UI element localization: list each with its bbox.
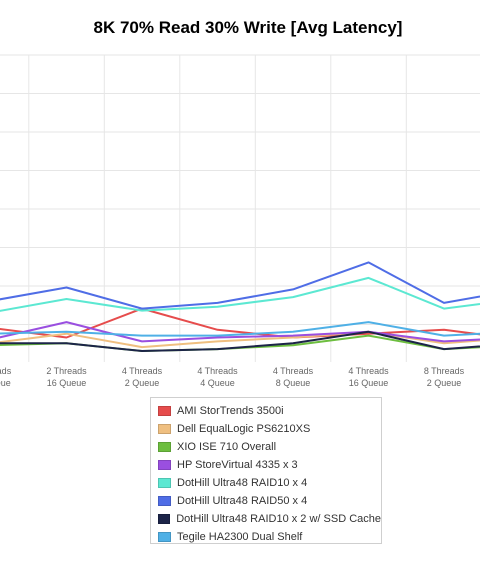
legend-swatch — [158, 496, 171, 506]
legend-swatch — [158, 424, 171, 434]
series-line — [0, 276, 480, 312]
legend-item[interactable]: Tegile HA2300 Dual Shelf — [158, 528, 381, 546]
legend-label: XIO ISE 710 Overall — [177, 441, 277, 453]
series-line — [0, 261, 480, 310]
legend-item[interactable]: HP StoreVirtual 4335 x 3 — [158, 456, 381, 474]
legend-label: DotHill Ultra48 RAID10 x 2 w/ SSD Cache — [176, 513, 381, 525]
legend-item[interactable]: AMI StorTrends 3500i — [158, 402, 381, 420]
x-tick-label: 2 Queue — [125, 378, 160, 388]
series-line — [0, 321, 480, 337]
series-lines — [0, 261, 480, 352]
x-tick-label: 4 Threads — [122, 366, 163, 376]
chart-title: 8K 70% Read 30% Write [Avg Latency] — [93, 18, 403, 37]
series-line — [0, 330, 480, 349]
legend-label: AMI StorTrends 3500i — [177, 405, 284, 417]
x-tick-label: 16 Queue — [47, 378, 87, 388]
legend-item[interactable]: DotHill Ultra48 RAID10 x 2 w/ SSD Cache — [158, 510, 381, 528]
legend-label: DotHill Ultra48 RAID50 x 4 — [177, 495, 308, 507]
x-tick-label: 8 Queue — [276, 378, 311, 388]
legend-label: Tegile HA2300 Dual Shelf — [177, 531, 303, 543]
legend: AMI StorTrends 3500i Dell EqualLogic PS62… — [150, 397, 382, 544]
legend-swatch — [158, 532, 171, 542]
line-chart: 1 Threads 16 Queue 2 Threads 16 Queue 4 Thre… — [0, 54, 480, 388]
legend-label: Dell EqualLogic PS6210XS — [177, 423, 311, 435]
x-tick-label: 16 Queue — [349, 378, 389, 388]
legend-label: DotHill Ultra48 RAID10 x 4 — [177, 477, 308, 489]
series-line — [0, 307, 480, 339]
x-tick-label: 4 Threads — [197, 366, 238, 376]
x-tick-label: 2 Threads — [46, 366, 87, 376]
x-tick-label: 8 Threads — [424, 366, 465, 376]
legend-item[interactable]: DotHill Ultra48 RAID50 x 4 — [158, 492, 381, 510]
x-tick-label: 1 Threads — [0, 366, 12, 376]
x-tick-label: 4 Queue — [200, 378, 235, 388]
series-line — [0, 330, 480, 352]
legend-item[interactable]: Dell EqualLogic PS6210XS — [158, 420, 381, 438]
legend-label: HP StoreVirtual 4335 x 3 — [177, 459, 298, 471]
legend-swatch — [158, 514, 171, 524]
x-axis-ticks: 1 Threads 16 Queue 2 Threads 16 Queue 4 Thre… — [0, 366, 465, 388]
legend-item[interactable]: DotHill Ultra48 RAID10 x 4 — [158, 474, 381, 492]
legend-swatch — [158, 478, 171, 488]
legend-swatch — [158, 406, 171, 416]
legend-swatch — [158, 460, 171, 470]
x-tick-label: 4 Threads — [273, 366, 314, 376]
x-tick-label: 4 Threads — [348, 366, 389, 376]
legend-swatch — [158, 442, 171, 452]
x-tick-label: 2 Queue — [427, 378, 462, 388]
legend-item[interactable]: XIO ISE 710 Overall — [158, 438, 381, 456]
grid — [0, 54, 480, 362]
x-tick-label: 16 Queue — [0, 378, 11, 388]
